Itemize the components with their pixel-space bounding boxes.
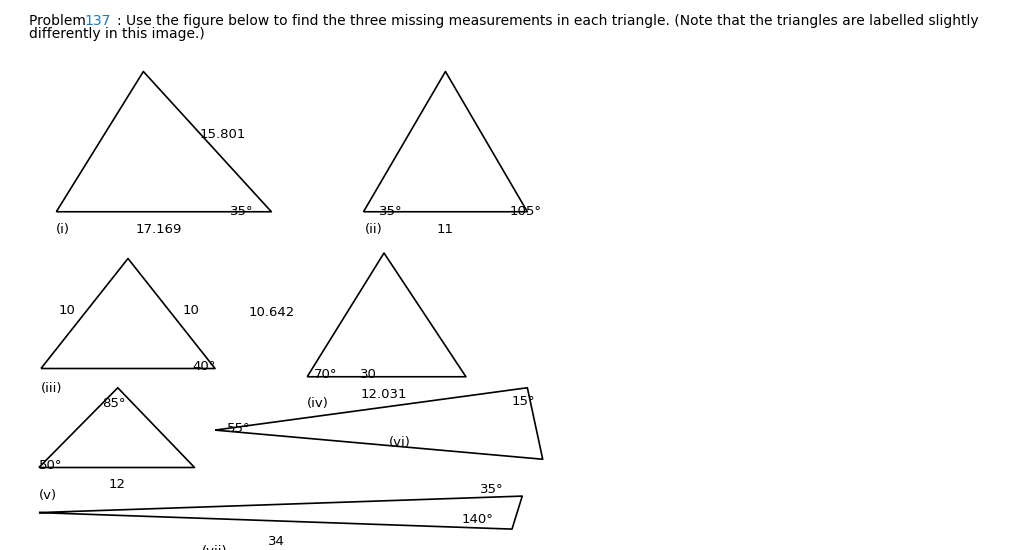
Text: 12: 12: [109, 478, 125, 492]
Text: (ii): (ii): [365, 223, 382, 236]
Text: (vi): (vi): [388, 436, 411, 449]
Text: 15°: 15°: [512, 395, 536, 408]
Text: 10: 10: [182, 304, 199, 317]
Text: 10.642: 10.642: [249, 306, 295, 319]
Text: 50°: 50°: [39, 459, 62, 472]
Text: (i): (i): [56, 223, 71, 236]
Text: 34: 34: [268, 535, 285, 548]
Text: 35°: 35°: [480, 483, 504, 496]
Text: 17.169: 17.169: [135, 223, 182, 236]
Text: : Use the figure below to find the three missing measurements in each triangle. : : Use the figure below to find the three…: [117, 14, 978, 28]
Text: Problem: Problem: [29, 14, 90, 28]
Text: 12.031: 12.031: [360, 388, 408, 401]
Text: 35°: 35°: [379, 205, 402, 218]
Text: 55°: 55°: [227, 422, 251, 435]
Text: (iv): (iv): [307, 397, 329, 410]
Text: 137: 137: [84, 14, 111, 28]
Text: differently in this image.): differently in this image.): [29, 27, 205, 41]
Text: 10: 10: [59, 304, 76, 317]
Text: 11: 11: [437, 223, 454, 236]
Text: 105°: 105°: [510, 205, 542, 218]
Text: 70°: 70°: [314, 368, 338, 382]
Text: 35°: 35°: [230, 205, 254, 218]
Text: 30: 30: [360, 368, 377, 381]
Text: 40°: 40°: [193, 360, 216, 373]
Text: 140°: 140°: [462, 513, 494, 526]
Text: (v): (v): [39, 490, 57, 503]
Text: (iii): (iii): [41, 382, 62, 395]
Text: 85°: 85°: [102, 397, 126, 410]
Text: (vii): (vii): [202, 544, 228, 550]
Text: 15.801: 15.801: [200, 128, 246, 141]
